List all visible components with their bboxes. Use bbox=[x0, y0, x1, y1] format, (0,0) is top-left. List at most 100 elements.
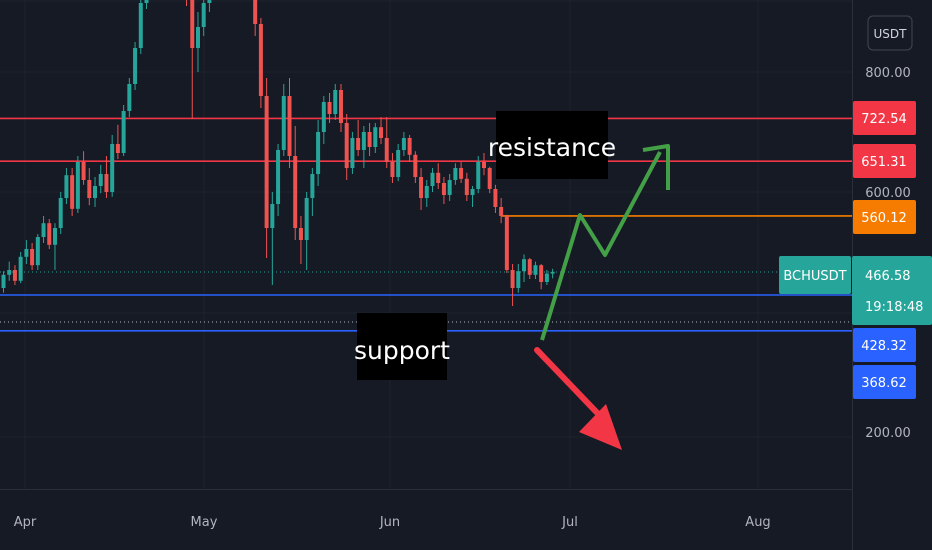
x-tick-label: Apr bbox=[14, 515, 37, 530]
candle-8 bbox=[41, 216, 46, 243]
price-level-tags: 722.54 651.31 560.12 428.32 368.62 bbox=[853, 101, 916, 399]
candle-21 bbox=[115, 124, 120, 159]
candle-45 bbox=[253, 0, 258, 36]
price-tag-4: 428.32 bbox=[853, 328, 916, 362]
symbol-tag bbox=[779, 256, 851, 294]
countdown-label: 19:18:48 bbox=[865, 300, 923, 315]
bearish-arrowhead bbox=[579, 404, 622, 450]
candle-18 bbox=[98, 165, 103, 194]
currency-badge[interactable] bbox=[867, 15, 913, 51]
candle-90 bbox=[510, 264, 515, 306]
last-price-tag bbox=[852, 256, 932, 325]
candle-4 bbox=[18, 252, 23, 284]
price-tag-2: 651.31 bbox=[853, 144, 916, 178]
symbol-label: BCHUSDT bbox=[783, 269, 846, 284]
candle-52 bbox=[293, 126, 298, 240]
candle-2 bbox=[7, 261, 12, 281]
candle-76 bbox=[430, 168, 435, 192]
candle-34 bbox=[190, 0, 195, 119]
candle-96 bbox=[544, 270, 549, 285]
candle-16 bbox=[87, 168, 92, 206]
svg-text:560.12: 560.12 bbox=[861, 211, 907, 226]
candle-26 bbox=[144, 0, 149, 9]
candle-93 bbox=[527, 258, 532, 279]
candle-14 bbox=[75, 156, 80, 213]
bearish-projection-arrow bbox=[534, 347, 607, 423]
candle-49 bbox=[276, 144, 281, 216]
candle-20 bbox=[110, 135, 115, 197]
candle-7 bbox=[35, 234, 40, 270]
candle-79 bbox=[447, 174, 452, 201]
candle-97 bbox=[550, 268, 555, 279]
candle-22 bbox=[121, 105, 126, 156]
candle-63 bbox=[356, 120, 361, 156]
candle-62 bbox=[350, 132, 355, 174]
x-tick-label: May bbox=[191, 515, 218, 530]
svg-text:651.31: 651.31 bbox=[861, 155, 907, 170]
candle-65 bbox=[367, 123, 372, 156]
candle-17 bbox=[93, 177, 98, 207]
candle-54 bbox=[304, 192, 309, 270]
candle-92 bbox=[522, 254, 527, 282]
candle-46 bbox=[258, 18, 263, 108]
last-price-label: 466.58 bbox=[865, 269, 911, 284]
price-tag-1: 722.54 bbox=[853, 101, 916, 135]
candle-13 bbox=[70, 168, 75, 216]
bullish-arrowhead bbox=[642, 144, 670, 190]
candle-3 bbox=[12, 265, 17, 285]
candle-85 bbox=[481, 153, 486, 176]
candle-71 bbox=[401, 132, 406, 156]
candle-37 bbox=[207, 0, 212, 12]
candle-36 bbox=[201, 0, 206, 36]
candle-47 bbox=[264, 78, 269, 258]
candle-10 bbox=[52, 223, 57, 270]
candle-61 bbox=[344, 114, 349, 180]
candle-6 bbox=[30, 243, 35, 270]
currency-label: USDT bbox=[874, 27, 908, 41]
candle-11 bbox=[58, 192, 63, 234]
candle-84 bbox=[476, 156, 481, 194]
resistance-annotation: resistance bbox=[488, 133, 616, 162]
y-axis-tick-labels: 800.00 600.00 200.00 bbox=[865, 66, 911, 441]
x-tick-label: Jul bbox=[561, 515, 578, 530]
y-tick-label: 800.00 bbox=[865, 66, 911, 81]
candle-68 bbox=[384, 117, 389, 168]
candle-64 bbox=[361, 126, 366, 168]
y-tick-label: 600.00 bbox=[865, 186, 911, 201]
candle-25 bbox=[138, 0, 143, 54]
candle-60 bbox=[338, 84, 343, 132]
candle-82 bbox=[464, 172, 469, 201]
candle-88 bbox=[499, 198, 504, 224]
candle-23 bbox=[127, 78, 132, 117]
candle-57 bbox=[321, 96, 326, 144]
candle-72 bbox=[407, 135, 412, 162]
support-annotation: support bbox=[354, 336, 450, 365]
candle-83 bbox=[470, 186, 475, 207]
candle-15 bbox=[81, 151, 86, 185]
candle-74 bbox=[419, 168, 424, 210]
candle-87 bbox=[493, 184, 498, 213]
x-axis-tick-labels: Apr May Jun Jul Aug bbox=[14, 515, 771, 530]
price-tag-3: 560.12 bbox=[853, 200, 916, 234]
candle-51 bbox=[287, 78, 292, 168]
candle-73 bbox=[413, 151, 418, 183]
candle-58 bbox=[327, 93, 332, 123]
candle-19 bbox=[104, 156, 109, 198]
svg-text:368.62: 368.62 bbox=[861, 376, 907, 391]
x-tick-label: Jun bbox=[379, 515, 400, 530]
price-tag-5: 368.62 bbox=[853, 365, 916, 399]
svg-text:428.32: 428.32 bbox=[861, 339, 907, 354]
candle-95 bbox=[539, 264, 544, 290]
resistance-annotation-box bbox=[496, 111, 608, 179]
candle-1 bbox=[1, 271, 6, 293]
bullish-projection-arrow bbox=[540, 151, 662, 341]
candle-35 bbox=[195, 12, 200, 72]
candle-86 bbox=[487, 166, 492, 194]
candles bbox=[1, 0, 555, 306]
candle-94 bbox=[533, 261, 538, 279]
candle-56 bbox=[316, 120, 321, 186]
candle-80 bbox=[453, 163, 458, 185]
candle-70 bbox=[396, 144, 401, 182]
